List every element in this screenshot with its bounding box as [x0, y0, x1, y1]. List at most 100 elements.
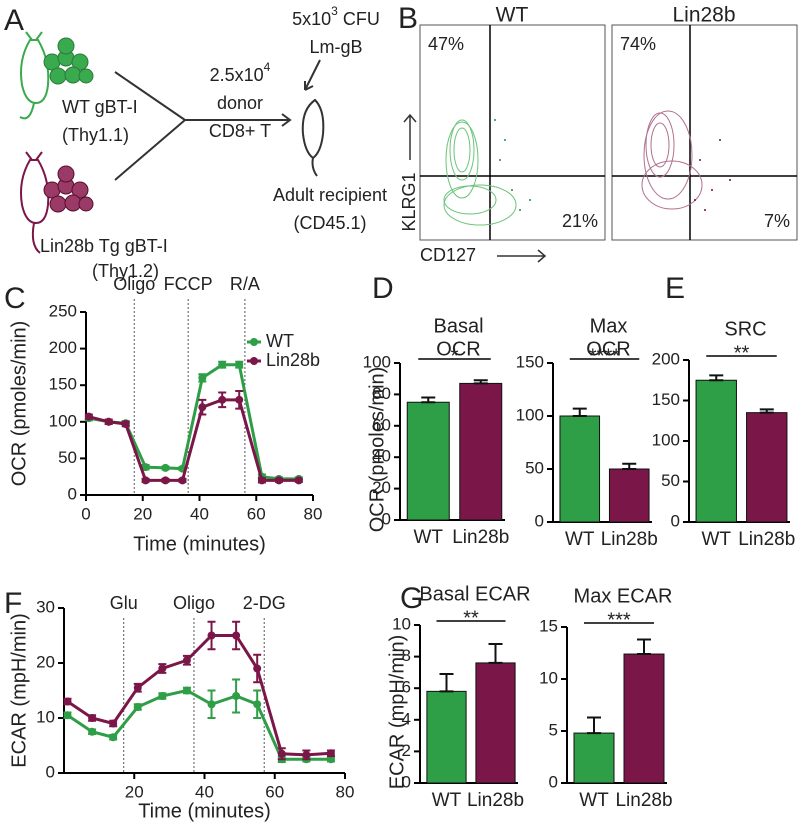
point	[133, 703, 142, 711]
y-axis-label: ECAR (mpH/min)	[386, 635, 408, 789]
point	[235, 395, 244, 404]
y-axis-label: KLRG1	[399, 172, 419, 231]
y-tick-label: 4	[402, 709, 411, 728]
y-tick-label: 100	[516, 405, 544, 424]
point	[141, 476, 150, 485]
point	[141, 463, 150, 472]
point	[121, 419, 130, 428]
point	[232, 631, 241, 640]
event-label: Glu	[110, 593, 138, 613]
quadrant-label: 21%	[562, 211, 598, 231]
y-tick-label: 100	[652, 430, 680, 449]
donor-marker: (Thy1.2)	[92, 261, 159, 281]
point	[161, 463, 170, 472]
point	[207, 700, 216, 709]
x-tick-label: WT	[565, 529, 595, 550]
y-tick-label: 0	[402, 772, 411, 791]
y-axis-label: OCR (pmoles/min)	[8, 321, 30, 487]
point	[88, 714, 97, 722]
x-tick-label: 80	[336, 782, 355, 801]
quadrant-label: 74%	[620, 34, 656, 54]
y-tick-label: 5	[549, 720, 558, 739]
error-bar	[439, 672, 454, 693]
quadrant-label: 7%	[764, 211, 790, 231]
y-tick-label: 50	[525, 458, 544, 477]
error-bar	[637, 638, 651, 656]
error-bar	[709, 374, 724, 382]
x-tick-label: Lin28b	[615, 790, 672, 811]
quadrant-label: 47%	[428, 34, 464, 54]
point	[109, 733, 118, 742]
x-tick-label: WT	[579, 790, 609, 811]
x-tick-label: Lin28b	[601, 529, 658, 550]
point	[178, 476, 187, 485]
series-line	[66, 688, 331, 761]
y-tick-label: 15	[539, 616, 558, 635]
panel-letter: E	[665, 272, 685, 305]
point	[84, 412, 93, 421]
strain: Lm-gB	[309, 37, 362, 57]
y-tick-label: 10	[36, 707, 55, 726]
error-bar	[421, 396, 436, 404]
bar	[426, 690, 467, 784]
x-tick-label: 60	[247, 504, 266, 523]
chart-title: SRC	[724, 318, 766, 340]
point	[133, 683, 142, 692]
point	[253, 664, 262, 673]
x-tick-label: 60	[265, 782, 284, 801]
y-tick-label: 50	[661, 471, 680, 490]
point	[182, 656, 191, 665]
panel-letter: F	[4, 587, 22, 620]
donor-name: WT gBT-I	[62, 97, 138, 117]
bar	[559, 415, 601, 523]
flow-plots	[403, 24, 798, 263]
bar	[573, 732, 615, 784]
chart-title: Basal	[433, 315, 483, 337]
point	[161, 476, 170, 485]
y-tick-label: 6	[402, 678, 411, 697]
bar	[623, 653, 665, 784]
panel-letter: A	[4, 4, 24, 37]
point	[326, 749, 335, 758]
panel-letter: B	[398, 2, 418, 35]
transfer-dose: 2.5x104	[210, 60, 271, 85]
point	[326, 755, 335, 764]
y-tick-label: 0	[382, 509, 391, 528]
superscript: 3	[331, 4, 338, 18]
y-tick-label: 80	[372, 384, 391, 403]
point	[218, 395, 227, 404]
y-tick-label: 250	[49, 301, 77, 320]
bar	[406, 401, 450, 521]
plot-title: WT	[496, 4, 529, 27]
point	[182, 686, 191, 695]
point	[63, 711, 72, 720]
x-tick-label: 40	[190, 504, 209, 523]
point	[158, 692, 167, 700]
error-bar	[759, 408, 774, 414]
plot-title: Lin28b	[672, 4, 735, 27]
x-axis-label: CD127	[420, 245, 476, 265]
significance: ****	[589, 345, 620, 367]
point	[109, 719, 118, 728]
event-label: Oligo	[113, 274, 155, 294]
error-bar	[572, 407, 587, 417]
y-tick-label: 100	[49, 411, 77, 430]
panel-letter: G	[400, 582, 423, 615]
x-axis-label: Time (minutes)	[138, 800, 271, 822]
x-tick-label: Lin28b	[738, 529, 795, 550]
chart-title: OCR	[586, 338, 630, 360]
y-tick-label: 20	[372, 478, 391, 497]
recipient: (CD45.1)	[293, 213, 366, 233]
y-tick-label: 150	[516, 352, 544, 371]
x-tick-label: WT	[432, 790, 462, 811]
panel-letter: D	[372, 272, 394, 305]
y-tick-label: 150	[49, 375, 77, 394]
y-tick-label: 0	[46, 762, 55, 781]
point	[207, 631, 216, 640]
x-tick-label: WT	[413, 527, 443, 548]
y-tick-label: 150	[652, 390, 680, 409]
y-tick-label: 2	[402, 741, 411, 760]
significance: ***	[607, 609, 631, 631]
error-bar	[473, 379, 488, 385]
